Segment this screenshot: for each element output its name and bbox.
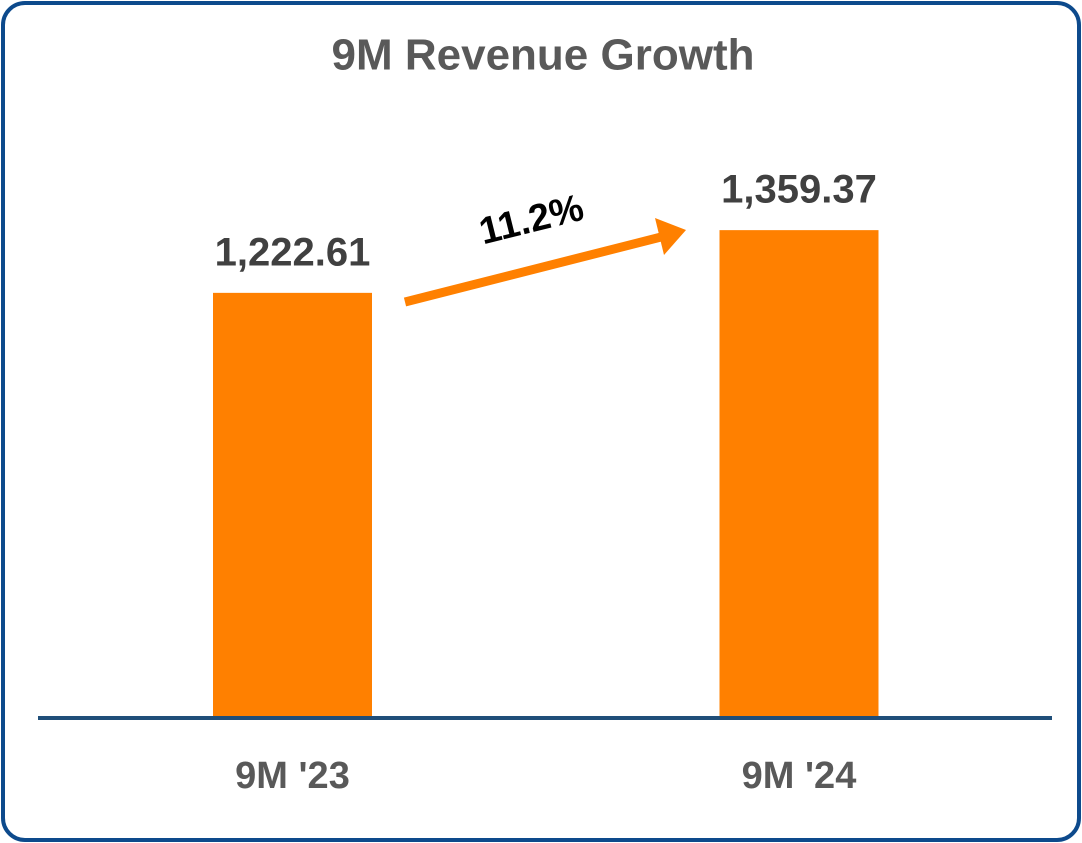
x-tick-label: 9M '23	[235, 755, 350, 797]
chart-title: 9M Revenue Growth	[332, 31, 755, 80]
value-label: 1,359.37	[721, 168, 877, 212]
bar	[213, 292, 372, 716]
arrow-shaft	[403, 231, 667, 307]
bar	[719, 230, 879, 716]
arrow-head	[655, 218, 686, 255]
x-tick-label: 9M '24	[742, 755, 857, 797]
growth-arrow	[403, 218, 686, 307]
value-label: 1,222.61	[215, 230, 371, 274]
